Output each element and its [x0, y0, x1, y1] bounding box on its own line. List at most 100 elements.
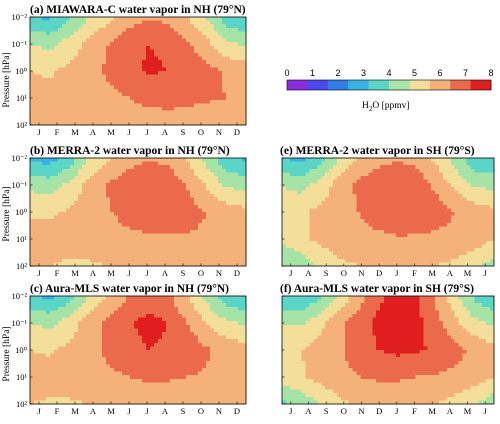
heatmap-cell [356, 172, 362, 177]
heatmap-cell [170, 172, 175, 177]
heatmap-cell [321, 262, 326, 267]
heatmap-cell [90, 222, 95, 227]
heatmap-cell [470, 161, 475, 166]
heatmap-cell [50, 258, 55, 263]
heatmap-cell [178, 121, 183, 126]
heatmap-cell [376, 262, 381, 267]
heatmap-cell [122, 183, 127, 188]
heatmap-cell [380, 190, 385, 195]
heatmap-cell [38, 212, 43, 217]
heatmap-cell [186, 158, 191, 163]
heatmap-cell [301, 183, 307, 188]
heatmap-cell [454, 237, 460, 242]
heatmap-cell [289, 212, 295, 217]
heatmap-cell [42, 233, 47, 238]
heatmap-cell [138, 161, 143, 166]
heatmap-cell [478, 204, 483, 209]
heatmap-cell [122, 53, 127, 58]
heatmap-cell [46, 161, 51, 166]
heatmap-cell [474, 255, 479, 260]
heatmap-cell [134, 110, 139, 115]
heatmap-cell [86, 42, 91, 47]
heatmap-cell [134, 240, 139, 245]
heatmap-cell [238, 233, 243, 238]
heatmap-cell [210, 201, 215, 206]
heatmap-cell [321, 190, 326, 195]
heatmap-cell [162, 262, 167, 267]
heatmap-cell [46, 222, 51, 227]
heatmap-cell [395, 258, 401, 263]
heatmap-cell [210, 42, 215, 47]
heatmap-cell [62, 262, 67, 267]
heatmap-cell [142, 99, 147, 104]
heatmap-cell [54, 158, 59, 163]
heatmap-cell [340, 201, 346, 206]
heatmap-cell [102, 60, 107, 65]
heatmap-cell [46, 53, 51, 58]
heatmap-cell [474, 222, 479, 227]
heatmap-cell [368, 212, 373, 217]
heatmap-cell [478, 168, 483, 173]
heatmap-cell [154, 244, 159, 249]
heatmap-cell [130, 240, 135, 245]
heatmap-cell [218, 233, 223, 238]
heatmap-cell [62, 215, 67, 220]
heatmap-cell [222, 233, 227, 238]
heatmap-cell [419, 240, 424, 245]
colorbar-cell [368, 80, 390, 90]
heatmap-cell [154, 85, 159, 90]
heatmap-cell [234, 197, 239, 202]
heatmap-cell [158, 74, 163, 79]
heatmap-cell [218, 63, 223, 68]
heatmap-cell [372, 208, 377, 213]
heatmap-cell [403, 172, 409, 177]
heatmap-cell [158, 24, 163, 29]
heatmap-cell [106, 176, 111, 181]
heatmap-cell [218, 81, 223, 86]
heatmap-cell [317, 222, 322, 227]
heatmap-cell [182, 262, 187, 267]
heatmap-cell [313, 255, 318, 260]
heatmap-cell [146, 89, 151, 94]
heatmap-cell [106, 172, 111, 177]
heatmap-cell [70, 35, 75, 40]
heatmap-cell [360, 248, 366, 253]
heatmap-cell [194, 219, 199, 224]
heatmap-cell [158, 186, 163, 191]
heatmap-cell [134, 179, 139, 184]
heatmap-cell [462, 262, 468, 267]
heatmap-cell [202, 208, 207, 213]
heatmap-cell [94, 17, 99, 22]
heatmap-cell [186, 251, 191, 256]
heatmap-cell [313, 161, 318, 166]
heatmap-cell [170, 121, 175, 126]
heatmap-cell [106, 31, 111, 36]
heatmap-cell [170, 186, 175, 191]
heatmap-cell [478, 158, 483, 163]
heatmap-cell [82, 244, 87, 249]
heatmap-cell [126, 99, 131, 104]
heatmap-cell [415, 262, 421, 267]
heatmap-cell [423, 237, 428, 242]
heatmap-cell [313, 251, 318, 256]
heatmap-cell [182, 240, 187, 245]
heatmap-cell [90, 20, 95, 25]
heatmap-cell [206, 179, 211, 184]
heatmap-cell [297, 158, 303, 163]
heatmap-cell [186, 255, 191, 260]
heatmap-cell [54, 63, 59, 68]
heatmap-cell [198, 262, 203, 267]
heatmap-cell [146, 204, 151, 209]
heatmap-cell [202, 251, 207, 256]
heatmap-cell [62, 176, 67, 181]
heatmap-cell [106, 215, 111, 220]
heatmap-cell [364, 165, 369, 170]
heatmap-cell [126, 110, 131, 115]
heatmap-cell [70, 194, 75, 199]
heatmap-cell [130, 121, 135, 126]
heatmap-cell [58, 194, 63, 199]
heatmap-cell [301, 215, 307, 220]
heatmap-cell [94, 99, 99, 104]
heatmap-cell [309, 233, 315, 238]
